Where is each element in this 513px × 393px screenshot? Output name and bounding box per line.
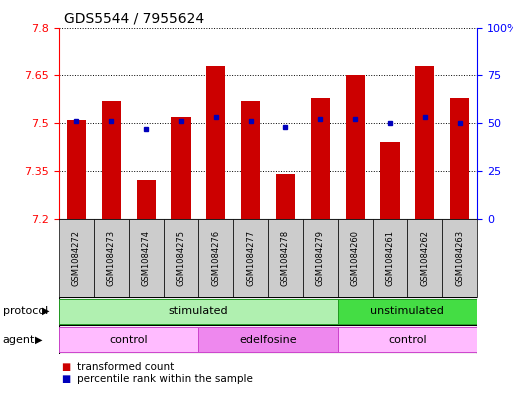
Text: edelfosine: edelfosine	[239, 334, 297, 345]
Bar	[442, 219, 477, 297]
Text: ■: ■	[62, 374, 71, 384]
Bar	[450, 97, 469, 219]
Text: GSM1084278: GSM1084278	[281, 230, 290, 286]
Text: GSM1084274: GSM1084274	[142, 230, 151, 286]
Text: GSM1084260: GSM1084260	[351, 230, 360, 286]
Bar	[381, 142, 400, 219]
Text: ■: ■	[62, 362, 71, 373]
Bar	[233, 219, 268, 297]
Bar	[59, 327, 199, 352]
Text: transformed count: transformed count	[77, 362, 174, 373]
Bar	[338, 327, 477, 352]
Bar	[67, 120, 86, 219]
Text: control: control	[109, 334, 148, 345]
Text: GSM1084275: GSM1084275	[176, 230, 185, 286]
Text: GSM1084279: GSM1084279	[316, 230, 325, 286]
Text: percentile rank within the sample: percentile rank within the sample	[77, 374, 253, 384]
Bar	[241, 101, 260, 219]
Bar	[338, 299, 477, 324]
Bar	[129, 219, 164, 297]
Bar	[276, 174, 295, 219]
Bar	[171, 117, 190, 219]
Text: protocol: protocol	[3, 306, 48, 316]
Bar	[268, 219, 303, 297]
Bar	[311, 97, 330, 219]
Text: GSM1084263: GSM1084263	[455, 230, 464, 286]
Bar	[136, 180, 155, 219]
Bar	[59, 219, 94, 297]
Text: unstimulated: unstimulated	[370, 306, 444, 316]
Bar	[199, 219, 233, 297]
Bar	[303, 219, 338, 297]
Bar	[372, 219, 407, 297]
Bar	[338, 219, 372, 297]
Bar	[407, 219, 442, 297]
Bar	[94, 219, 129, 297]
Text: GSM1084262: GSM1084262	[420, 230, 429, 286]
Bar	[59, 299, 338, 324]
Text: agent: agent	[3, 334, 35, 345]
Text: GSM1084276: GSM1084276	[211, 230, 220, 286]
Bar	[206, 66, 225, 219]
Text: GSM1084273: GSM1084273	[107, 230, 116, 286]
Text: control: control	[388, 334, 427, 345]
Text: ▶: ▶	[35, 334, 43, 345]
Bar	[415, 66, 435, 219]
Text: GDS5544 / 7955624: GDS5544 / 7955624	[64, 12, 204, 26]
Text: GSM1084272: GSM1084272	[72, 230, 81, 286]
Bar	[346, 75, 365, 219]
Bar	[164, 219, 199, 297]
Text: ▶: ▶	[42, 306, 50, 316]
Bar	[199, 327, 338, 352]
Text: GSM1084261: GSM1084261	[385, 230, 394, 286]
Text: GSM1084277: GSM1084277	[246, 230, 255, 286]
Bar	[102, 101, 121, 219]
Text: stimulated: stimulated	[169, 306, 228, 316]
